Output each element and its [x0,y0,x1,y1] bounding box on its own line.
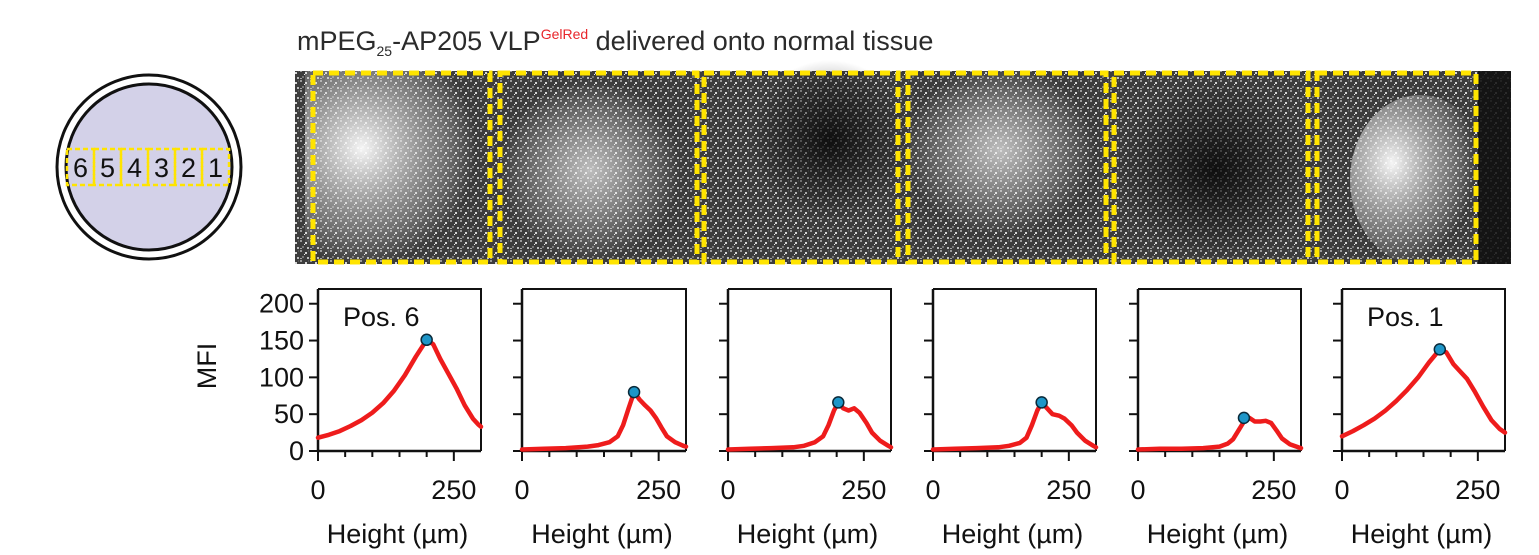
mfi-line [519,389,689,452]
peak-marker [627,385,641,399]
bright-region-tile2 [500,80,680,260]
plot-panel: 0 250 Height (µm) [1129,288,1304,549]
image-tile-border [701,70,901,265]
x-tick-label: 250 [1455,475,1500,505]
mfi-line [725,400,894,452]
x-tick-label: 250 [1251,475,1296,505]
panel-frame [1138,288,1302,451]
title-superscript: GelRed [541,26,588,42]
x-axis-label: Height (µm) [531,519,673,549]
dark-edge-right [1478,71,1511,264]
position-label: 3 [154,153,169,183]
plot-panel: 0 250 Height (µm) [719,288,894,549]
y-tick-label: 200 [259,289,304,319]
title-subscript: 25 [377,43,393,59]
mfi-line [930,400,1099,452]
strip-tiles [310,70,1479,265]
y-tick-label: 50 [274,399,304,429]
position-label: 5 [100,153,115,183]
title-middle: -AP205 VLP [392,26,541,56]
y-tick-label: 0 [289,436,304,466]
title-prefix: mPEG [297,26,377,56]
image-tile-border [497,70,700,265]
peak-marker [420,333,433,347]
x-tick-label: 0 [1130,475,1145,505]
mfi-line [315,337,484,440]
position-label: 4 [127,153,142,183]
image-tile-border [1111,70,1311,265]
dark-region-tile5 [1115,80,1315,260]
y-axis-label: MFI [192,343,222,390]
panel-frame [728,288,892,451]
panel-frame [933,288,1097,451]
x-axis-label: Height (µm) [737,519,879,549]
x-tick-label: 250 [1046,475,1091,505]
position-label: 1 [208,153,223,183]
plot-panel: 0 250 Height (µm) [924,288,1099,549]
panel-frame [318,288,482,451]
bright-region-left [305,71,495,264]
x-tick-label: 0 [720,475,735,505]
position-box [200,147,231,187]
x-tick-label: 250 [841,475,886,505]
bright-region-right [1350,95,1490,265]
position-label: 2 [181,153,196,183]
plot-panel: 0 50 100 150 200 0 250 Height (µm) Pos. 6 [259,288,484,549]
x-axis-label: Height (µm) [942,519,1084,549]
x-axis-label: Height (µm) [327,519,469,549]
mfi-line [1339,347,1508,439]
image-tile-border [1314,70,1479,265]
panel-label: Pos. 6 [343,302,420,332]
plot-panel: 0 250 Height (µm) [513,288,689,549]
x-tick-label: 0 [310,475,325,505]
peak-marker [832,396,845,409]
peak-marker [1035,396,1048,409]
panel-frame [1342,288,1506,451]
x-tick-label: 0 [925,475,940,505]
panel-frame [522,288,687,451]
x-tick-label: 250 [636,475,681,505]
image-tile-border [310,70,493,265]
title-suffix: delivered onto normal tissue [588,26,933,56]
plot-panels: 0 50 100 150 200 0 250 Height (µm) Pos. 6 0 250 Hei… [259,288,1508,549]
x-tick-label: 250 [431,475,476,505]
y-tick-label: 150 [259,326,304,356]
mfi-line [1135,415,1304,452]
microscopy-strip [295,60,1511,265]
x-tick-label: 0 [1334,475,1349,505]
plot-panel: 0 250 Height (µm) Pos. 1 [1333,288,1508,549]
y-tick-label: 100 [259,362,304,392]
image-tile-border [905,70,1109,265]
x-axis-label: Height (µm) [1351,519,1493,549]
panel-label: Pos. 1 [1367,302,1444,332]
position-label: 6 [73,153,88,183]
figure-title: mPEG25-AP205 VLPGelRed delivered onto no… [297,26,933,59]
peak-marker [1237,411,1251,425]
bright-region-tile4 [905,65,1095,235]
x-axis-label: Height (µm) [1147,519,1289,549]
peak-marker [1433,343,1447,356]
dark-region-tile3 [750,60,910,220]
x-tick-label: 0 [514,475,529,505]
